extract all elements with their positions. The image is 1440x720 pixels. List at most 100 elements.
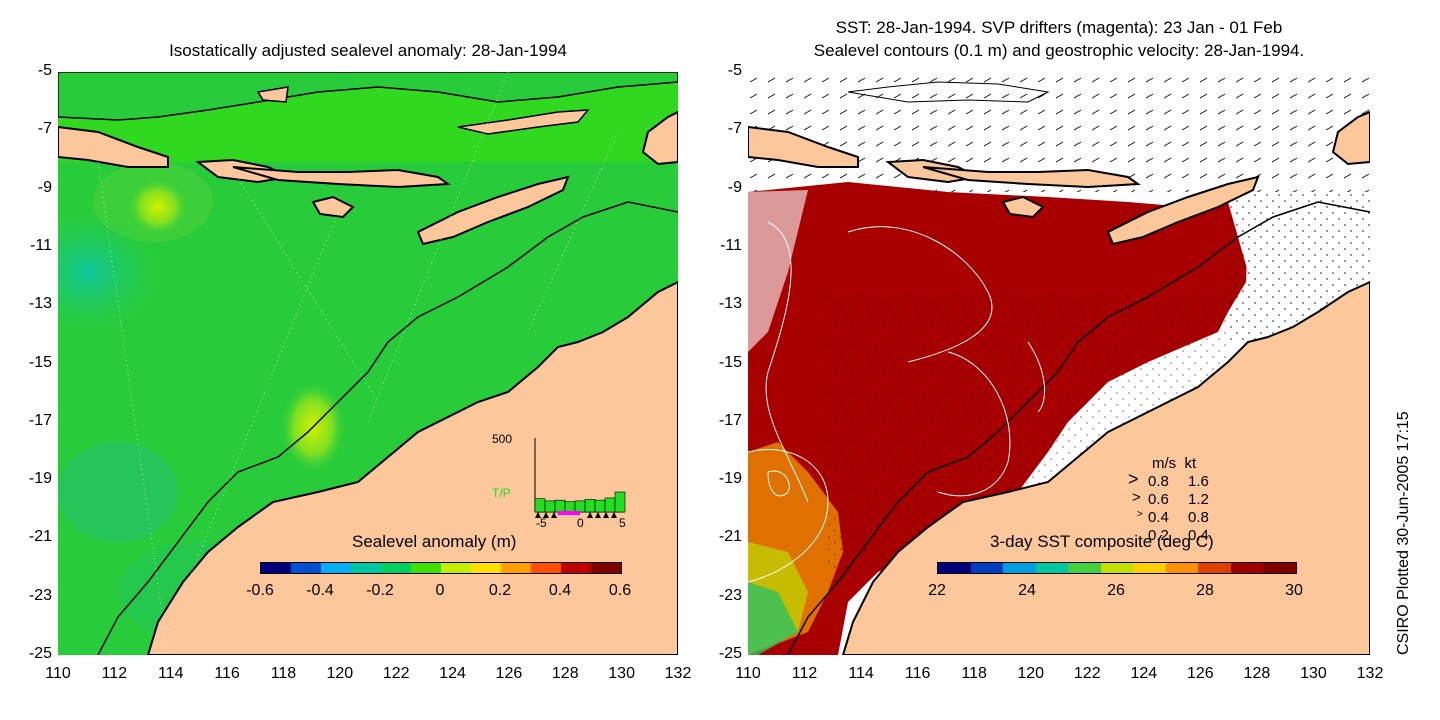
velocity-legend-kt-2: 0.8 [1188, 509, 1209, 526]
inset-y-label: 500 [492, 432, 513, 446]
inset-bar [534, 498, 546, 513]
right-panel-title-line2: Sealevel contours (0.1 m) and geostrophi… [813, 41, 1305, 60]
left-cbar-label-6: 0.6 [608, 582, 632, 599]
x-tick-label: 128 [551, 665, 579, 682]
right-cbar-label-4: 30 [1285, 582, 1303, 599]
inset-bar [604, 497, 616, 513]
inset-bar [564, 501, 576, 513]
right-sst-map [748, 72, 1370, 655]
left-map-svg [58, 72, 678, 655]
x-tick-label: 124 [439, 665, 466, 682]
inset-bar [594, 499, 606, 513]
inset-bars [534, 491, 626, 513]
x-tick-label: 126 [1187, 665, 1214, 682]
y-tick-label: -17 [718, 411, 742, 429]
y-tick-label: -21 [718, 528, 742, 546]
x-tick-label: 122 [1073, 665, 1101, 682]
velocity-legend-arrow-2: > [1137, 509, 1143, 520]
y-tick-label: -7 [727, 120, 742, 138]
y-tick-label: -11 [720, 236, 742, 254]
velocity-legend-arrow-1: > [1132, 489, 1141, 506]
y-tick-label: -19 [718, 470, 742, 488]
x-tick-label: 132 [664, 665, 692, 682]
y-tick-label: -11 [30, 236, 52, 254]
y-tick-label: -15 [28, 353, 52, 371]
left-cbar-label-3: 0 [435, 582, 445, 599]
y-tick-label: -17 [28, 411, 52, 429]
y-tick-label: -9 [37, 178, 52, 196]
x-tick-label: 124 [1130, 665, 1158, 682]
x-tick-label: 128 [1243, 665, 1271, 682]
right-cbar-label-3: 28 [1196, 582, 1214, 599]
inset-bar [584, 499, 596, 513]
inset-bar [544, 500, 556, 513]
sst-cool-patch [748, 582, 798, 655]
inset-x-label-0: -5 [536, 516, 547, 530]
right-panel-title-line1: SST: 28-Jan-1994. SVP drifters (magenta)… [835, 18, 1283, 37]
high-anomaly-patch-north [128, 179, 188, 235]
inset-x-label-2: 5 [619, 516, 626, 530]
x-tick-label: 112 [101, 665, 128, 682]
y-tick-label: -23 [28, 586, 52, 604]
y-tick-label: -9 [727, 178, 742, 196]
timor-island [416, 175, 570, 246]
inset-bar [614, 491, 626, 513]
velocity-legend-ms-0: 0.8 [1148, 473, 1169, 490]
inset-x-label-1: 0 [577, 516, 584, 530]
x-tick-label: 120 [326, 665, 354, 682]
y-tick-label: -21 [28, 528, 52, 546]
velocity-legend: m/s kt > 0.8 1.6 > 0.6 1.2 > 0.4 0.8 0.2… [1120, 455, 1260, 545]
y-tick-label: -25 [28, 645, 52, 662]
velocity-legend-ms-2: 0.4 [1148, 509, 1169, 526]
x-tick-label: 120 [1017, 665, 1045, 682]
y-tick-label: -5 [727, 62, 742, 79]
velocity-legend-header: m/s kt [1152, 455, 1197, 472]
x-tick-label: 126 [495, 665, 523, 682]
right-cbar-label-1: 24 [1018, 582, 1036, 599]
right-colorbar-title: 3-day SST composite (deg C) [990, 532, 1214, 551]
inset-tick-marks [535, 512, 617, 518]
x-tick-label: 114 [848, 665, 874, 682]
left-panel-title: Isostatically adjusted sealevel anomaly:… [169, 41, 567, 60]
x-tick-label: 118 [270, 665, 297, 682]
x-tick-label: 110 [735, 665, 761, 682]
left-sealevel-map [58, 72, 678, 655]
inset-bar [554, 499, 566, 513]
left-colorbar-title: Sealevel anomaly (m) [352, 532, 517, 551]
y-tick-label: -13 [718, 295, 742, 313]
credit-text: CSIRO Plotted 30-Jun-2005 17:15 [1395, 411, 1412, 655]
x-tick-label: 130 [1300, 665, 1327, 682]
velocity-legend-kt-1: 1.2 [1188, 491, 1209, 508]
velocity-legend-arrow-0: > [1128, 469, 1139, 489]
left-cbar-label-5: 0.4 [548, 582, 572, 599]
inset-drifter-mark [558, 511, 580, 515]
timor-island-right [1106, 175, 1260, 246]
x-tick-label: 122 [382, 665, 410, 682]
y-tick-label: -5 [37, 62, 52, 79]
left-cbar-label-2: -0.2 [366, 582, 394, 599]
sumba-island [311, 195, 355, 219]
flores-island-right [922, 166, 1141, 189]
right-colorbar [937, 562, 1297, 574]
y-tick-label: -7 [37, 120, 52, 138]
left-colorbar [260, 562, 622, 574]
x-tick-label: 114 [157, 665, 184, 682]
inset-bar [574, 500, 586, 513]
x-tick-label: 110 [45, 665, 71, 682]
y-tick-label: -15 [718, 353, 742, 371]
y-tick-label: -25 [718, 645, 742, 662]
y-tick-label: -23 [718, 586, 742, 604]
y-tick-label: -19 [28, 470, 52, 488]
right-map-svg [748, 72, 1370, 655]
y-tick-label: -13 [28, 295, 52, 313]
right-cbar-label-0: 22 [928, 582, 946, 599]
java-island [58, 125, 169, 168]
inset-series-label: T/P [492, 486, 511, 500]
tp-inset: 500 T/P -5 0 5 [480, 432, 630, 532]
left-cbar-label-0: -0.6 [246, 582, 274, 599]
flores-island [232, 166, 451, 189]
x-tick-label: 132 [1356, 665, 1384, 682]
java-island-right [748, 125, 859, 168]
x-tick-label: 116 [214, 665, 240, 682]
right-cbar-label-2: 26 [1107, 582, 1125, 599]
